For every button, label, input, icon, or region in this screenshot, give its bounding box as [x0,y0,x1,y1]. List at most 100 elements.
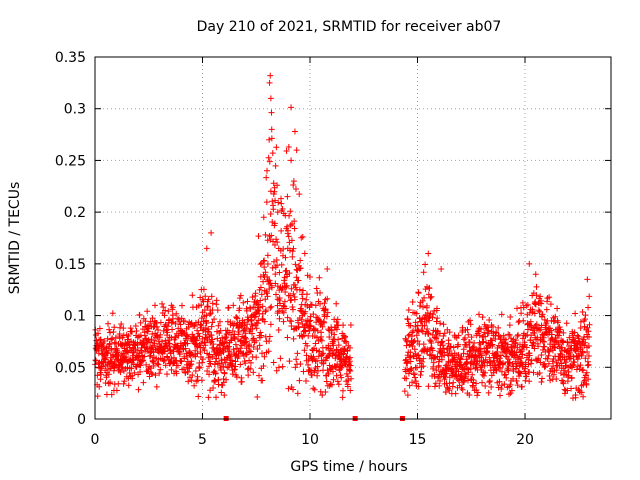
data-point [436,378,443,385]
data-point [481,362,488,369]
data-point [474,389,481,396]
data-point [213,297,220,304]
data-point [115,380,122,387]
data-point [546,348,553,355]
data-point [455,341,462,348]
data-point [568,374,575,381]
data-point [194,350,201,357]
data-point [283,282,290,289]
data-point [449,383,456,390]
data-point [323,378,330,385]
data-point [425,250,432,257]
data-point [103,374,110,381]
data-point [470,377,477,384]
data-point [157,319,164,326]
data-point [260,214,267,221]
data-point [334,316,341,323]
data-point [263,307,270,314]
data-point [314,372,321,379]
data-point [145,328,152,335]
data-point [294,350,301,357]
data-point [189,292,196,299]
data-point [164,323,171,330]
data-point [272,197,279,204]
data-point [194,327,201,334]
data-point [204,303,211,310]
data-point [238,323,245,330]
data-point [502,336,509,343]
data-point [312,302,319,309]
data-point [413,310,420,317]
data-point [307,313,314,320]
data-point [490,323,497,330]
data-point [120,325,127,332]
data-point [256,342,263,349]
data-point [474,392,481,399]
y-tick-label: 0 [77,412,86,428]
data-point [479,379,486,386]
data-point [429,347,436,354]
data-point [571,347,578,354]
data-point [277,300,284,307]
data-point [105,320,112,327]
data-point [263,174,270,181]
data-point [290,181,297,188]
data-point [220,363,227,370]
data-point [255,301,262,308]
data-point [286,358,293,365]
data-point [260,363,267,370]
data-point [319,392,326,399]
data-point [583,381,590,388]
data-point [172,320,179,327]
data-point [538,297,545,304]
data-point [503,374,510,381]
data-point [237,361,244,368]
data-point [430,355,437,362]
data-point [234,315,241,322]
data-point [462,334,469,341]
data-point [264,293,271,300]
data-point [418,327,425,334]
data-point [553,367,560,374]
data-point [238,342,245,349]
data-point [242,360,249,367]
data-point [120,332,127,339]
data-point [564,387,571,394]
data-point [96,325,103,332]
data-point [254,346,261,353]
data-point [291,128,298,135]
data-point [570,361,577,368]
data-point [529,339,536,346]
data-point [531,345,538,352]
data-point [221,370,228,377]
data-point [134,340,141,347]
data-point [265,277,272,284]
data-point [557,326,564,333]
data-point [192,367,199,374]
data-point [322,388,329,395]
data-point [427,294,434,301]
data-point [225,304,232,311]
data-point [518,383,525,390]
data-point [403,375,410,382]
data-point [518,310,525,317]
data-point [246,342,253,349]
data-point [229,327,236,334]
data-point [488,384,495,391]
data-point [347,354,354,361]
data-point [424,348,431,355]
data-point [210,384,217,391]
x-tick-label: 15 [409,432,427,448]
data-point [273,144,280,151]
data-point [305,361,312,368]
data-point [331,331,338,338]
data-point [513,377,520,384]
data-point [226,348,233,355]
data-point [209,319,216,326]
data-point [137,362,144,369]
data-point [97,371,104,378]
data-point [153,383,160,390]
data-point [209,300,216,307]
data-point [284,223,291,230]
data-point [484,359,491,366]
